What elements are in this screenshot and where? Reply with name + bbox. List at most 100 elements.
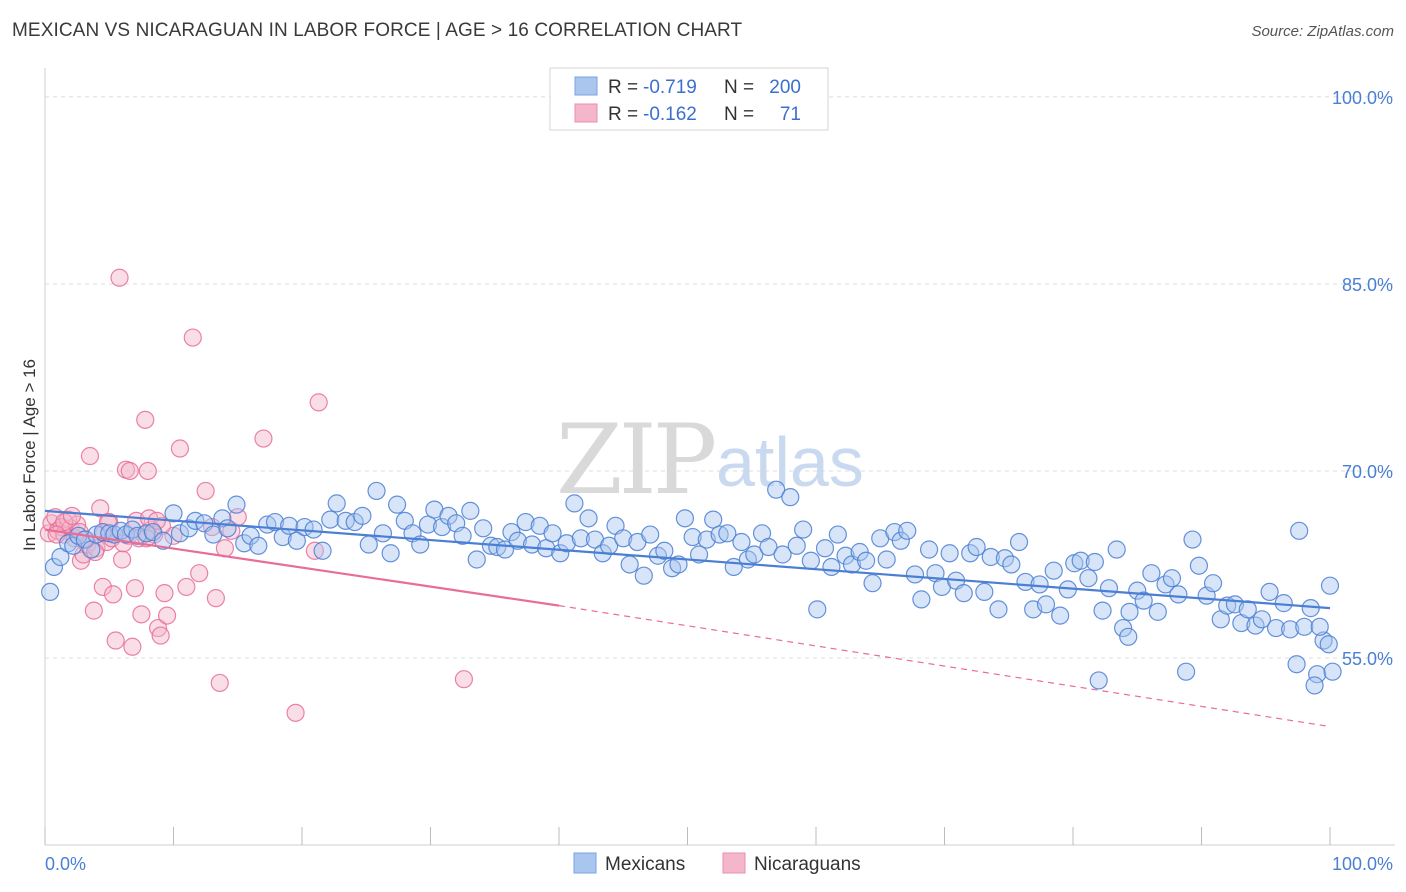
data-point [718,524,737,543]
chart-title: MEXICAN VS NICARAGUAN IN LABOR FORCE | A… [12,20,743,41]
trend-line-nicaraguans [44,528,560,607]
data-point [1089,671,1108,690]
data-point [170,524,190,543]
data-point [828,525,847,544]
series-mexicans [41,480,1342,695]
data-point [104,585,123,604]
y-tick-label: 85.0% [1342,275,1393,295]
legend-r-label-1: R = [608,77,638,98]
data-point [1183,530,1202,549]
data-point [125,579,145,598]
data-point [773,545,792,564]
data-point [1295,617,1314,636]
data-point [1287,655,1306,674]
data-point [387,495,407,514]
data-point [138,461,157,481]
bottom-legend-swatch-nicaraguans [722,852,746,874]
data-point [1099,579,1119,598]
legend-n-label-1: N = [724,77,754,98]
data-point [1169,585,1188,604]
watermark-zip: ZIP [556,404,715,516]
data-point [919,540,939,559]
data-point [1079,569,1098,588]
legend-swatch-mexicans [574,76,598,96]
data-point [1203,574,1223,593]
data-point [280,516,299,535]
data-point [137,524,156,543]
data-point [474,519,493,538]
data-point [64,536,83,555]
data-point [1305,676,1324,695]
data-point [704,510,723,529]
data-point [151,626,170,645]
data-point [381,544,400,563]
data-point [781,488,800,507]
data-point [93,522,112,542]
data-point [1260,582,1279,602]
data-point [154,531,173,550]
data-point [93,577,112,597]
data-point [745,545,764,564]
data-point [1281,620,1300,639]
x-tick-labels: 0.0% 100.0% [45,854,1393,874]
data-point [235,534,254,553]
data-point [675,509,695,528]
data-point [759,537,778,557]
data-point [304,520,323,539]
bottom-legend-label-nicaraguans: Nicaraguans [754,854,861,875]
data-point [905,565,925,584]
data-point [1030,575,1049,594]
legend-swatch-nicaraguans [574,103,598,123]
data-point [1142,564,1161,583]
data-point [177,577,196,597]
data-point [183,328,202,347]
data-point [254,429,273,448]
y-axis-title: In Labor Force | Age > 16 [20,359,39,551]
data-point [1252,610,1271,629]
data-point [634,566,653,585]
data-point [508,531,527,550]
data-point [1266,618,1286,638]
data-point [1107,540,1126,559]
data-point [80,446,100,466]
data-point [152,516,172,535]
legend-n-label-2: N = [724,104,754,125]
data-point [1009,532,1029,552]
bottom-legend-label-mexicans: Mexicans [605,854,685,875]
data-point [210,673,229,693]
data-point [227,495,246,514]
data-point [543,524,562,543]
data-point [683,527,702,547]
legend-r-label-2: R = [608,104,638,125]
data-point [898,521,917,540]
legend-n-value-2: 71 [780,104,801,125]
data-point [106,631,125,650]
data-point [164,504,183,523]
data-point [1085,552,1104,572]
data-point [732,532,751,552]
series-nicaraguans [39,268,474,722]
data-point [1119,627,1138,646]
data-point [989,600,1008,619]
data-point [196,481,215,501]
data-point [136,410,155,429]
legend-n-value-1: 200 [769,77,801,98]
data-point [309,393,328,412]
data-point [453,526,472,545]
data-point [418,515,438,534]
data-point [620,555,639,574]
data-point [516,512,535,532]
data-point [367,481,386,501]
data-point [1044,561,1063,580]
trend-lines [44,509,1331,728]
legend-r-value-1: -0.719 [643,77,697,98]
data-point [1162,569,1182,588]
data-point [1308,665,1327,684]
data-point [1134,591,1153,610]
data-point [91,499,110,518]
data-point [1176,662,1196,681]
grid-lines [45,96,1395,659]
data-point [190,564,209,583]
data-point [461,501,480,520]
